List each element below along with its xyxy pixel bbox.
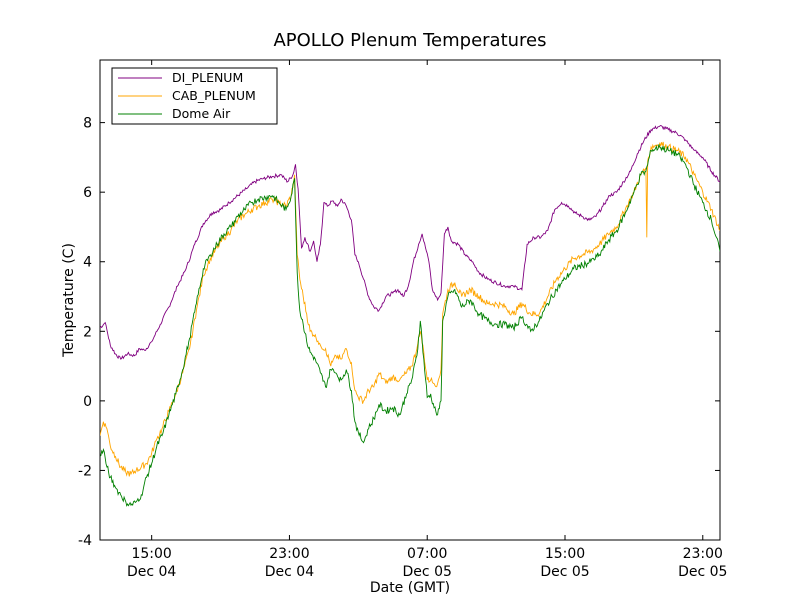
series-line-dome-air — [100, 144, 720, 507]
series-line-di-plenum — [100, 124, 720, 360]
x-axis: 15:00 Dec 04 23:00 Dec 04 07:00 Dec 05 15:00 De… — [127, 60, 727, 580]
y-tick-label: -4 — [78, 533, 92, 549]
legend: DI_PLENUM CAB_PLENUM Dome Air — [111, 67, 278, 125]
x-tick-label-date: Dec 04 — [127, 564, 176, 580]
y-tick-label: 6 — [83, 185, 92, 201]
x-tick-label-time: 07:00 — [407, 546, 447, 562]
legend-label: Dome Air — [172, 106, 231, 121]
y-tick-label: 4 — [83, 255, 92, 271]
x-tick-label-time: 23:00 — [269, 546, 309, 562]
plot-frame — [99, 59, 721, 541]
x-tick-label-date: Dec 05 — [540, 564, 589, 580]
y-axis-label: Temperature (C) — [61, 243, 77, 358]
x-tick-label-date: Dec 04 — [265, 564, 314, 580]
chart-title: APOLLO Plenum Temperatures — [273, 30, 546, 51]
y-tick-label: -2 — [78, 463, 92, 479]
series-line-cab-plenum — [100, 141, 720, 477]
y-axis: -4 -2 0 2 4 6 8 — [78, 116, 720, 549]
legend-label: DI_PLENUM — [172, 70, 243, 85]
y-tick-label: 2 — [83, 324, 92, 340]
y-tick-label: 0 — [83, 394, 92, 410]
y-tick-label: 8 — [83, 116, 92, 132]
x-tick-label-time: 23:00 — [683, 546, 723, 562]
legend-label: CAB_PLENUM — [172, 88, 256, 103]
x-tick-label-time: 15:00 — [545, 546, 585, 562]
x-axis-label: Date (GMT) — [370, 580, 450, 596]
x-tick-label-time: 15:00 — [131, 546, 171, 562]
series-layer — [100, 124, 720, 507]
x-tick-label-date: Dec 05 — [678, 564, 727, 580]
x-tick-label-date: Dec 05 — [403, 564, 452, 580]
